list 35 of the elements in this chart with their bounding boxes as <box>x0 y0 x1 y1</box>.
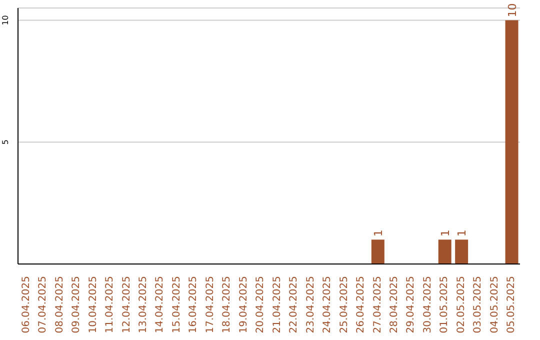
x-tick-label: 16.04.2025 <box>188 276 200 334</box>
x-tick-label: 02.05.2025 <box>456 276 467 334</box>
x-tick-label: 14.04.2025 <box>154 276 166 334</box>
x-tick-label: 28.04.2025 <box>389 276 400 334</box>
x-tick-label: 10.04.2025 <box>88 276 99 334</box>
x-tick-label: 18.04.2025 <box>222 276 233 334</box>
x-tick-label: 11.04.2025 <box>104 276 116 334</box>
x-tick-label: 06.04.2025 <box>20 276 32 334</box>
x-tick-label: 07.04.2025 <box>38 276 49 334</box>
x-tick-label: 29.04.2025 <box>406 276 417 334</box>
x-tick-label: 09.04.2025 <box>71 276 82 334</box>
x-tick-label: 21.04.2025 <box>272 276 283 334</box>
x-tick-label: 22.04.2025 <box>288 276 300 334</box>
x-tick-label: 24.04.2025 <box>322 276 334 334</box>
x-tick-label: 26.04.2025 <box>356 276 367 334</box>
x-tick-label: 30.04.2025 <box>422 276 434 334</box>
x-tick-label: 27.04.2025 <box>372 276 384 334</box>
data-label: 1 <box>455 230 468 237</box>
data-label: 1 <box>371 230 384 237</box>
x-tick-label: 03.05.2025 <box>472 276 484 334</box>
x-tick-label: 23.04.2025 <box>305 276 316 334</box>
data-label: 1 <box>438 230 452 237</box>
x-tick-label: 04.05.2025 <box>489 276 500 334</box>
x-tick-label: 13.04.2025 <box>138 276 149 334</box>
x-tick-label: 19.04.2025 <box>238 276 250 334</box>
x-tick-label: 05.05.2025 <box>506 276 518 334</box>
data-label: 10 <box>505 3 518 18</box>
x-tick-label: 20.04.2025 <box>255 276 266 334</box>
x-tick-label: 08.04.2025 <box>54 276 66 334</box>
x-tick-label: 12.04.2025 <box>121 276 132 334</box>
x-tick-label: 01.05.2025 <box>439 276 450 334</box>
x-tick-label: 15.04.2025 <box>171 276 182 334</box>
x-tick-label: 17.04.2025 <box>204 276 216 334</box>
x-tick-label: 25.04.2025 <box>338 276 350 334</box>
y-tick-label: 5 <box>1 140 10 145</box>
